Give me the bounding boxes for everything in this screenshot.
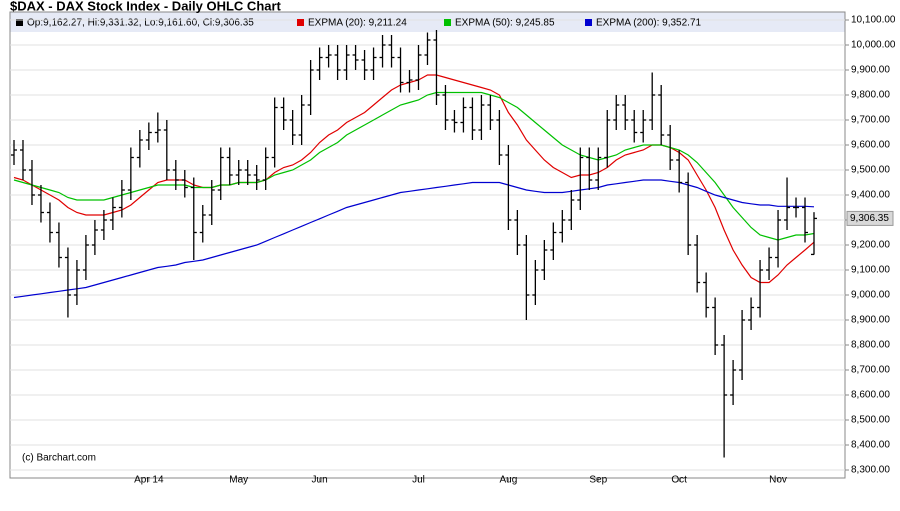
- y-tick-label: 10,100.00: [851, 15, 896, 26]
- x-tick-label: Oct: [671, 475, 687, 486]
- legend-swatch: [16, 19, 23, 26]
- y-tick-label: 9,100.00: [851, 265, 890, 276]
- y-tick-label: 8,300.00: [851, 465, 890, 476]
- y-tick-label: 8,500.00: [851, 415, 890, 426]
- indicator-line: [13, 74, 815, 284]
- legend-swatch: [585, 19, 592, 26]
- y-tick-label: 8,800.00: [851, 340, 890, 351]
- x-tick-label: May: [229, 475, 248, 486]
- legend-band: [10, 12, 845, 32]
- y-tick-label: 9,900.00: [851, 65, 890, 76]
- last-price-label: 9,306.35: [850, 213, 889, 224]
- y-tick-label: 9,600.00: [851, 140, 890, 151]
- legend-label: EXPMA (200): 9,352.71: [596, 18, 702, 29]
- indicator-line: [13, 91, 815, 241]
- y-tick-label: 8,900.00: [851, 315, 890, 326]
- y-tick-label: 9,800.00: [851, 90, 890, 101]
- y-tick-label: 10,000.00: [851, 40, 896, 51]
- y-tick-label: 8,700.00: [851, 365, 890, 376]
- indicator-line: [13, 179, 815, 299]
- x-tick-label: Apr 14: [134, 475, 164, 486]
- y-tick-label: 9,500.00: [851, 165, 890, 176]
- ohlc-legend: Op:9,162.27, Hi:9,331.32, Lo:9,161.60, C…: [27, 18, 254, 29]
- annotation: (c) Barchart.com: [22, 453, 96, 464]
- x-tick-label: Sep: [589, 475, 607, 486]
- y-tick-label: 8,600.00: [851, 390, 890, 401]
- y-tick-label: 9,200.00: [851, 240, 890, 251]
- y-tick-label: 8,400.00: [851, 440, 890, 451]
- legend-swatch: [444, 19, 451, 26]
- y-tick-label: 9,000.00: [851, 290, 890, 301]
- y-tick-label: 9,700.00: [851, 115, 890, 126]
- legend-swatch: [297, 19, 304, 26]
- legend-label: EXPMA (50): 9,245.85: [455, 18, 555, 29]
- x-tick-label: Jul: [412, 475, 425, 486]
- y-tick-label: 9,400.00: [851, 190, 890, 201]
- legend-label: EXPMA (20): 9,211.24: [308, 18, 407, 29]
- x-tick-label: Nov: [769, 475, 787, 486]
- last-price-box: [846, 210, 894, 226]
- x-tick-label: Aug: [499, 475, 517, 486]
- x-tick-label: Jun: [312, 475, 328, 486]
- chart-title: $DAX - DAX Stock Index - Daily OHLC Char…: [10, 0, 282, 13]
